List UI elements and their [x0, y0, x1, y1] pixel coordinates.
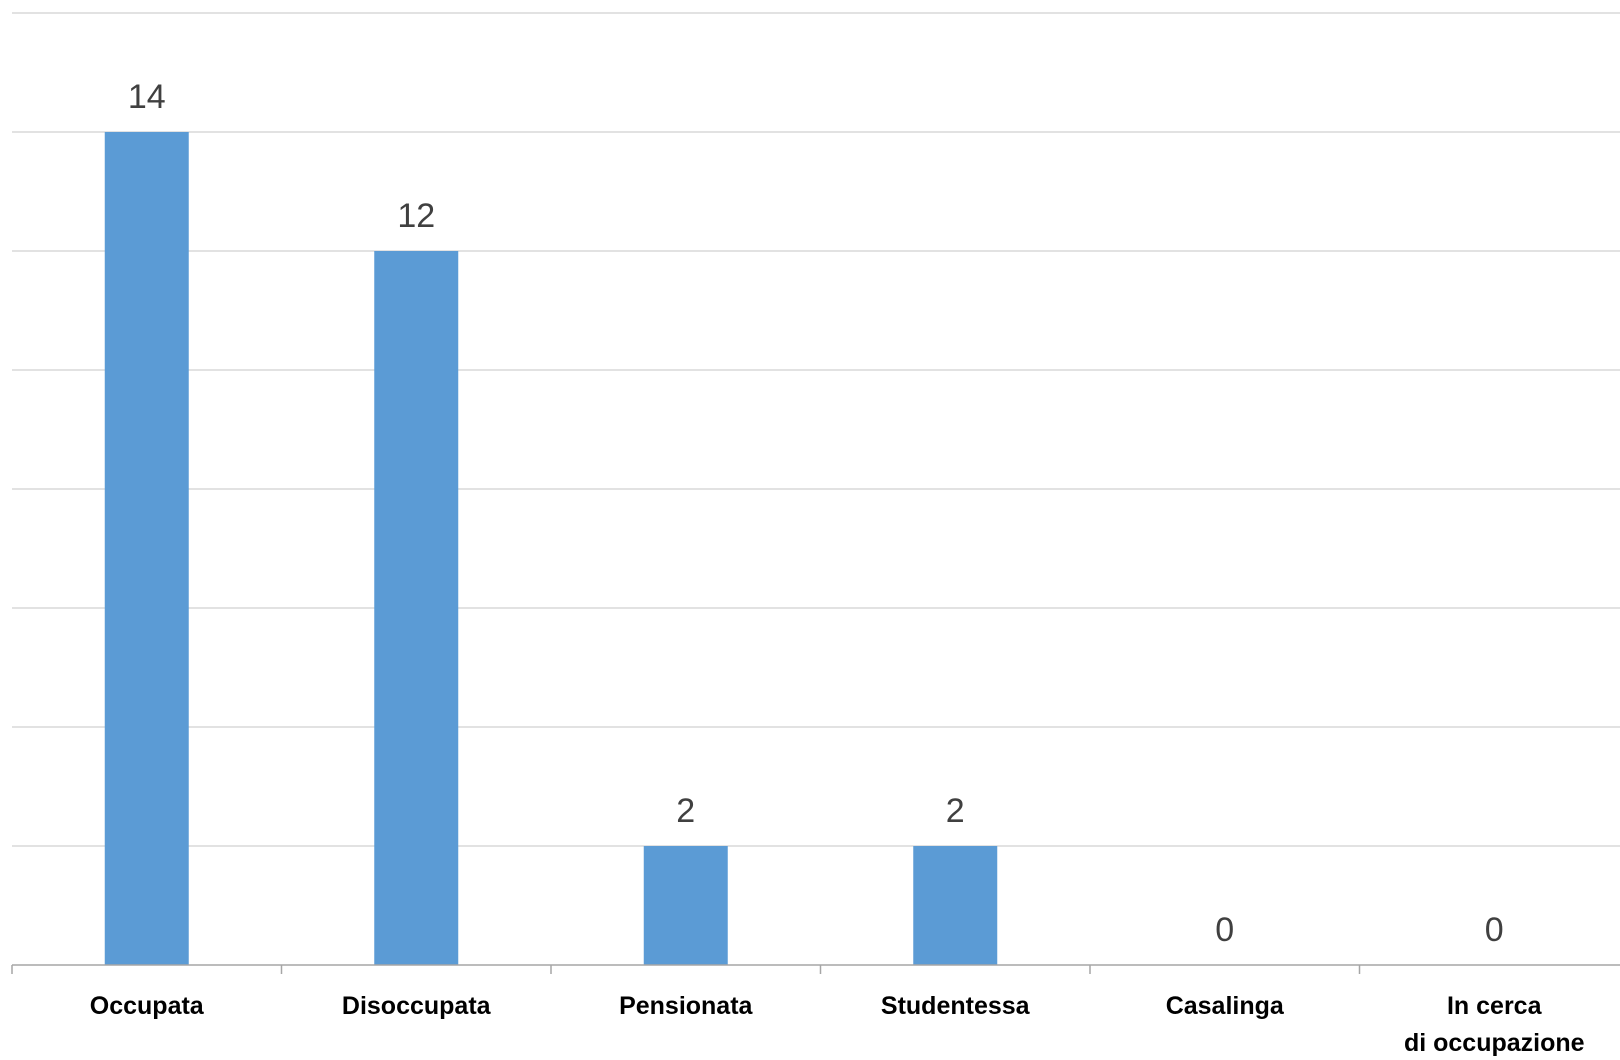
data-label: 2 [946, 792, 965, 830]
category-label-line: Occupata [90, 992, 205, 1020]
data-label: 12 [397, 197, 435, 235]
category-label-line: di occupazione [1404, 1029, 1585, 1057]
bars [104, 132, 998, 965]
data-labels: 14 12 2 2 0 0 [128, 78, 1504, 949]
data-label: 0 [1215, 911, 1234, 949]
category-label-line: Pensionata [619, 992, 753, 1020]
category-label: In cerca di occupazione [1404, 992, 1585, 1057]
data-label: 0 [1485, 911, 1504, 949]
category-label-line: Disoccupata [342, 992, 492, 1020]
category-label-line: Casalinga [1166, 992, 1285, 1020]
category-label-line: Studentessa [881, 992, 1031, 1020]
category-label: Studentessa [881, 992, 1031, 1020]
category-label: Disoccupata [342, 992, 492, 1020]
bar [913, 846, 998, 965]
data-label: 14 [128, 78, 166, 116]
category-label: Casalinga [1166, 992, 1285, 1020]
data-label: 2 [676, 792, 695, 830]
bar [643, 846, 728, 965]
category-label: Occupata [90, 992, 205, 1020]
category-labels: Occupata Disoccupata Pensionata Studentessa… [90, 992, 1585, 1057]
category-label-line: In cerca [1447, 992, 1543, 1020]
gridlines [12, 12, 1620, 847]
bar [374, 251, 459, 965]
category-label: Pensionata [619, 992, 753, 1020]
x-axis [11, 964, 1620, 974]
bar [104, 132, 189, 965]
